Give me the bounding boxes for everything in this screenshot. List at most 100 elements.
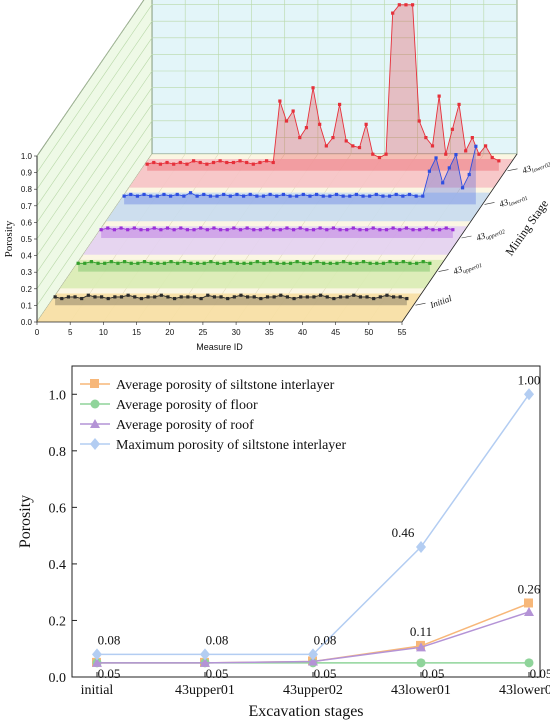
- series-point: [427, 169, 432, 173]
- max-value-label: 0.46: [392, 525, 415, 540]
- series-point: [411, 228, 415, 232]
- series-point: [437, 228, 442, 232]
- series-point: [305, 228, 309, 232]
- stage-tick: [484, 202, 495, 205]
- x-tick-label: 25: [198, 328, 207, 337]
- series-point: [384, 228, 389, 232]
- series-point: [295, 260, 299, 264]
- max-value-label: 0.08: [98, 632, 121, 647]
- series-point: [86, 293, 90, 297]
- series-point: [364, 122, 368, 126]
- series-point: [235, 192, 239, 197]
- series-point: [265, 226, 269, 230]
- series-point: [430, 144, 435, 148]
- x-tick-label: 43lower02: [499, 683, 550, 698]
- series-point: [417, 119, 421, 123]
- series-point: [288, 261, 293, 265]
- x-tick-label: 0: [35, 328, 40, 337]
- series-point: [378, 295, 382, 299]
- x-tick-label: 35: [265, 328, 274, 337]
- series-point: [232, 226, 236, 230]
- series-point: [324, 144, 328, 148]
- waterfall-3d-chart: 43lower0243lower0143upper0243upper01Init…: [3, 0, 550, 352]
- series-point: [225, 228, 229, 232]
- series-area: [101, 228, 453, 238]
- series-point: [205, 228, 209, 232]
- series-point: [73, 295, 77, 299]
- series-point: [156, 261, 160, 265]
- series-point: [311, 86, 315, 90]
- series-point: [261, 194, 266, 198]
- series-point: [328, 261, 332, 265]
- series-point: [238, 228, 243, 232]
- x-tick-label: 43upper02: [283, 683, 343, 698]
- series-point: [404, 3, 408, 7]
- series-point: [252, 295, 256, 299]
- series-point: [351, 144, 355, 148]
- series-point: [158, 162, 163, 166]
- series-point: [189, 261, 193, 265]
- series-point: [132, 226, 136, 230]
- series-point: [152, 226, 156, 230]
- series-point: [302, 261, 306, 265]
- series-point: [146, 295, 150, 299]
- y-tick-label: 0.9: [21, 169, 33, 178]
- series-point: [129, 261, 133, 265]
- series-point: [178, 160, 182, 165]
- series-point: [282, 261, 286, 265]
- y-tick-label: 0.7: [21, 202, 33, 211]
- series-point: [341, 194, 345, 198]
- series-point: [391, 11, 395, 15]
- series-point: [284, 119, 289, 123]
- series-point: [279, 293, 283, 297]
- series-point: [162, 261, 167, 265]
- series-point: [139, 228, 143, 232]
- series-point: [421, 260, 425, 264]
- series-point: [139, 296, 144, 301]
- series-point: [348, 261, 352, 265]
- stage-tick: [415, 302, 426, 306]
- series-point: [437, 94, 441, 98]
- floor-value-label: 0.05: [98, 666, 121, 681]
- series-point: [205, 162, 209, 166]
- series-point: [364, 228, 369, 232]
- series-point: [397, 3, 401, 7]
- series-point: [103, 261, 107, 265]
- series-point: [212, 295, 217, 299]
- stage-label-main: 43: [498, 197, 510, 210]
- series-area: [55, 295, 407, 306]
- series-point: [126, 293, 130, 297]
- series-point: [292, 296, 296, 301]
- legend: Average porosity of siltstone interlayer…: [80, 378, 347, 453]
- series-point: [265, 295, 270, 299]
- series-point: [165, 226, 170, 230]
- series-point: [524, 388, 534, 401]
- series-point: [258, 160, 262, 165]
- stage-label: 43upper01: [452, 257, 483, 278]
- series-point: [109, 260, 113, 264]
- stage-label-main: 43: [475, 230, 487, 243]
- y-tick-label: 0.2: [21, 285, 33, 294]
- stage-label: 43lower02: [521, 156, 550, 177]
- porosity-line-chart: 0.0 0.2 0.4 0.6 0.8 1.0 initial 43upper01 43uppe…: [17, 365, 550, 720]
- series-point: [222, 192, 226, 197]
- y-tick-label: 0.8: [49, 445, 67, 460]
- series-area: [124, 146, 476, 205]
- left-grid-line: [36, 54, 153, 223]
- x-tick-label: 50: [364, 328, 373, 337]
- series-point: [497, 159, 501, 163]
- series-point: [195, 194, 199, 198]
- series-point: [142, 192, 146, 197]
- stage-label-main: 43: [452, 264, 464, 277]
- series-point: [251, 162, 255, 166]
- legend-swatch-marker: [90, 419, 100, 428]
- y-tick-label: 0.5: [21, 235, 33, 244]
- series-point: [398, 295, 402, 299]
- series-point: [248, 192, 252, 197]
- stage-label: 43upper02: [475, 224, 506, 245]
- series-point: [96, 261, 100, 265]
- stage-label-sub: upper01: [462, 263, 483, 275]
- series-point: [272, 295, 276, 299]
- series-point: [444, 226, 448, 230]
